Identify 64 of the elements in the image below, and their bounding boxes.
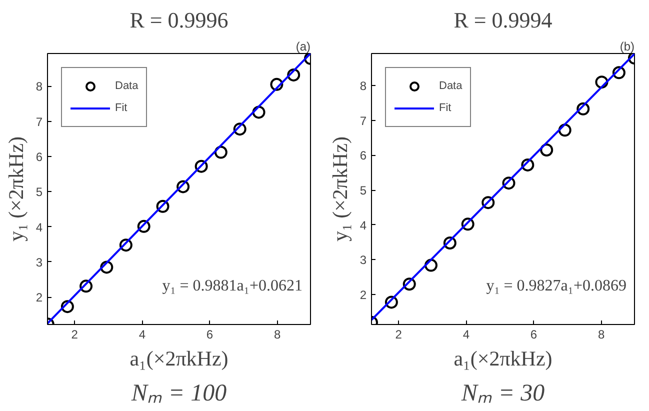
point: [443, 236, 456, 250]
y-tick-label: 3: [360, 253, 367, 268]
x-axis-title: a₁(×2πkHz): [454, 346, 552, 370]
text: Nₘ = 30: [460, 380, 545, 406]
annotation: y₁ = 0.9827a₁+0.0869: [486, 278, 627, 294]
x-axis-title: a₁(×2πkHz): [130, 346, 228, 370]
point: [424, 258, 438, 272]
point: [595, 76, 608, 89]
y-tick-label: 4: [360, 218, 367, 232]
point: [194, 160, 208, 173]
point: [540, 144, 554, 156]
point: [214, 146, 228, 159]
point: [461, 218, 474, 231]
point: [612, 66, 626, 80]
y-tick-label: 4: [36, 220, 43, 234]
point: [402, 278, 416, 291]
y-axis-title: y₁ (×2πkHz): [328, 136, 352, 242]
point: [558, 124, 572, 137]
y-tick-label: 6: [360, 148, 367, 163]
y-tick-label: 3: [36, 255, 43, 270]
x-tick-label: 2: [71, 328, 78, 342]
y-axis-title: y₁ (×2πkHz): [4, 136, 28, 242]
legend-label: Data: [439, 80, 462, 92]
legend-label: Fit: [439, 102, 452, 114]
y-tick-label: 8: [36, 80, 43, 94]
y-tick-label: 8: [360, 79, 367, 94]
y-tick-label: 2: [360, 288, 367, 302]
annotation: y₁ = 0.9881a₁+0.0621: [162, 278, 303, 294]
text: Nₘ = 100: [130, 380, 227, 406]
y-tick-label: 7: [36, 114, 43, 129]
point: [80, 280, 93, 293]
y-tick-label: 7: [360, 114, 367, 128]
point: [287, 68, 300, 82]
chart-title: R = 0.9996: [130, 8, 228, 32]
point: [100, 260, 114, 274]
y-tick-label: 5: [360, 184, 367, 198]
y-tick-label: 2: [36, 290, 43, 305]
point: [521, 158, 534, 172]
point: [270, 78, 284, 91]
point: [60, 300, 74, 314]
point: [137, 220, 150, 233]
x-tick-label: 6: [530, 328, 538, 342]
x-tick-label: 4: [462, 328, 470, 342]
point: [384, 296, 398, 309]
y-tick-label: 6: [36, 150, 43, 164]
text: (b): [620, 40, 635, 54]
legend-label: Data: [115, 80, 138, 92]
x-tick-label: 4: [138, 328, 146, 342]
x-tick-label: 6: [206, 328, 214, 342]
point: [233, 122, 246, 136]
point: [119, 238, 132, 252]
x-tick-label: 2: [395, 328, 402, 342]
point: [576, 102, 590, 116]
x-tick-label: 8: [598, 328, 606, 342]
point: [156, 200, 170, 213]
x-tick-label: 8: [274, 328, 282, 342]
point: [502, 176, 516, 190]
point: [482, 196, 495, 210]
point: [176, 180, 190, 194]
point: [252, 106, 266, 119]
text: (a): [296, 40, 311, 54]
chart-title: R = 0.9994: [454, 8, 552, 32]
legend-label: Fit: [115, 102, 128, 114]
y-tick-label: 5: [36, 185, 43, 200]
